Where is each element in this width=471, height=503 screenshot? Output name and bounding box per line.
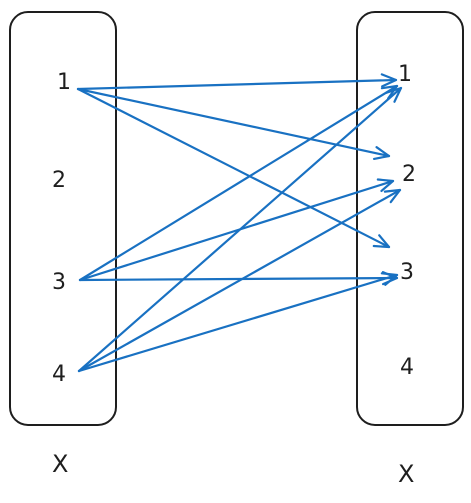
arrowhead-3-to-1 [380, 84, 399, 100]
left-set-label: X [52, 450, 68, 478]
arrowhead-4-to-3 [380, 272, 399, 286]
arrowhead-3-to-2 [376, 178, 395, 193]
right-element-1: 1 [398, 62, 412, 87]
edge-1-to-1 [76, 78, 398, 91]
arrowhead-1-to-3 [372, 234, 391, 249]
right-element-2: 2 [402, 162, 416, 187]
edge-1-to-2 [76, 87, 391, 158]
right-set-box [356, 11, 464, 426]
left-element-4: 4 [52, 362, 66, 387]
arrowhead-4-to-2 [383, 188, 402, 204]
left-element-1: 1 [57, 70, 71, 95]
arrowhead-1-to-2 [372, 146, 391, 161]
edge-3-to-2 [78, 179, 395, 282]
left-element-3: 3 [52, 270, 66, 295]
arrowhead-4-to-1 [385, 86, 403, 103]
left-element-2: 2 [52, 168, 66, 193]
right-element-4: 4 [400, 355, 414, 380]
relation-edges [76, 73, 403, 373]
edge-4-to-1 [77, 86, 403, 373]
arrowhead-1-to-1 [380, 73, 398, 88]
edge-1-to-3 [76, 87, 391, 249]
right-element-3: 3 [400, 260, 414, 285]
edge-3-to-3 [78, 276, 399, 282]
edge-4-to-3 [77, 273, 399, 373]
edge-4-to-2 [77, 188, 402, 373]
right-set-label: X [398, 460, 414, 488]
left-set-box [9, 11, 117, 426]
edge-3-to-1 [78, 84, 399, 282]
